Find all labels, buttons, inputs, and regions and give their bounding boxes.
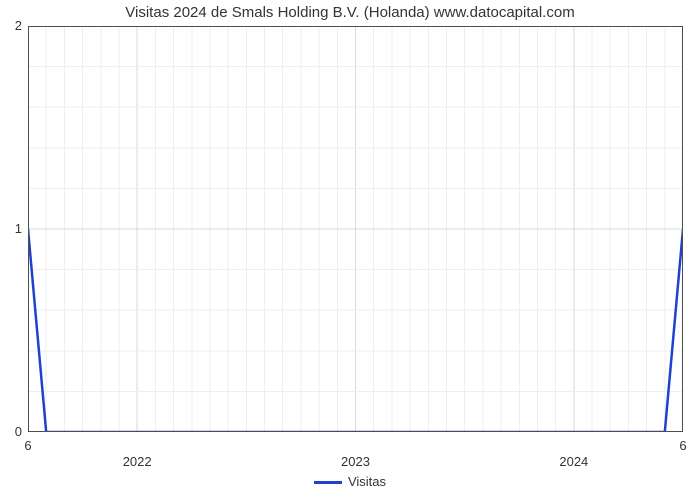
- plot-svg: [28, 26, 683, 432]
- legend: Visitas: [0, 474, 700, 489]
- plot-area: [28, 26, 683, 432]
- legend-label: Visitas: [348, 474, 386, 489]
- chart-title: Visitas 2024 de Smals Holding B.V. (Hola…: [0, 4, 700, 21]
- y-tick-label: 2: [2, 18, 22, 33]
- x2-tick-label: 6: [679, 438, 686, 453]
- y-tick-label: 0: [2, 424, 22, 439]
- chart-container: Visitas 2024 de Smals Holding B.V. (Hola…: [0, 0, 700, 500]
- y-tick-label: 1: [2, 221, 22, 236]
- legend-swatch: [314, 481, 342, 484]
- x-tick-label: 2024: [559, 454, 588, 469]
- x-tick-label: 2022: [123, 454, 152, 469]
- x2-tick-label: 6: [24, 438, 31, 453]
- x-tick-label: 2023: [341, 454, 370, 469]
